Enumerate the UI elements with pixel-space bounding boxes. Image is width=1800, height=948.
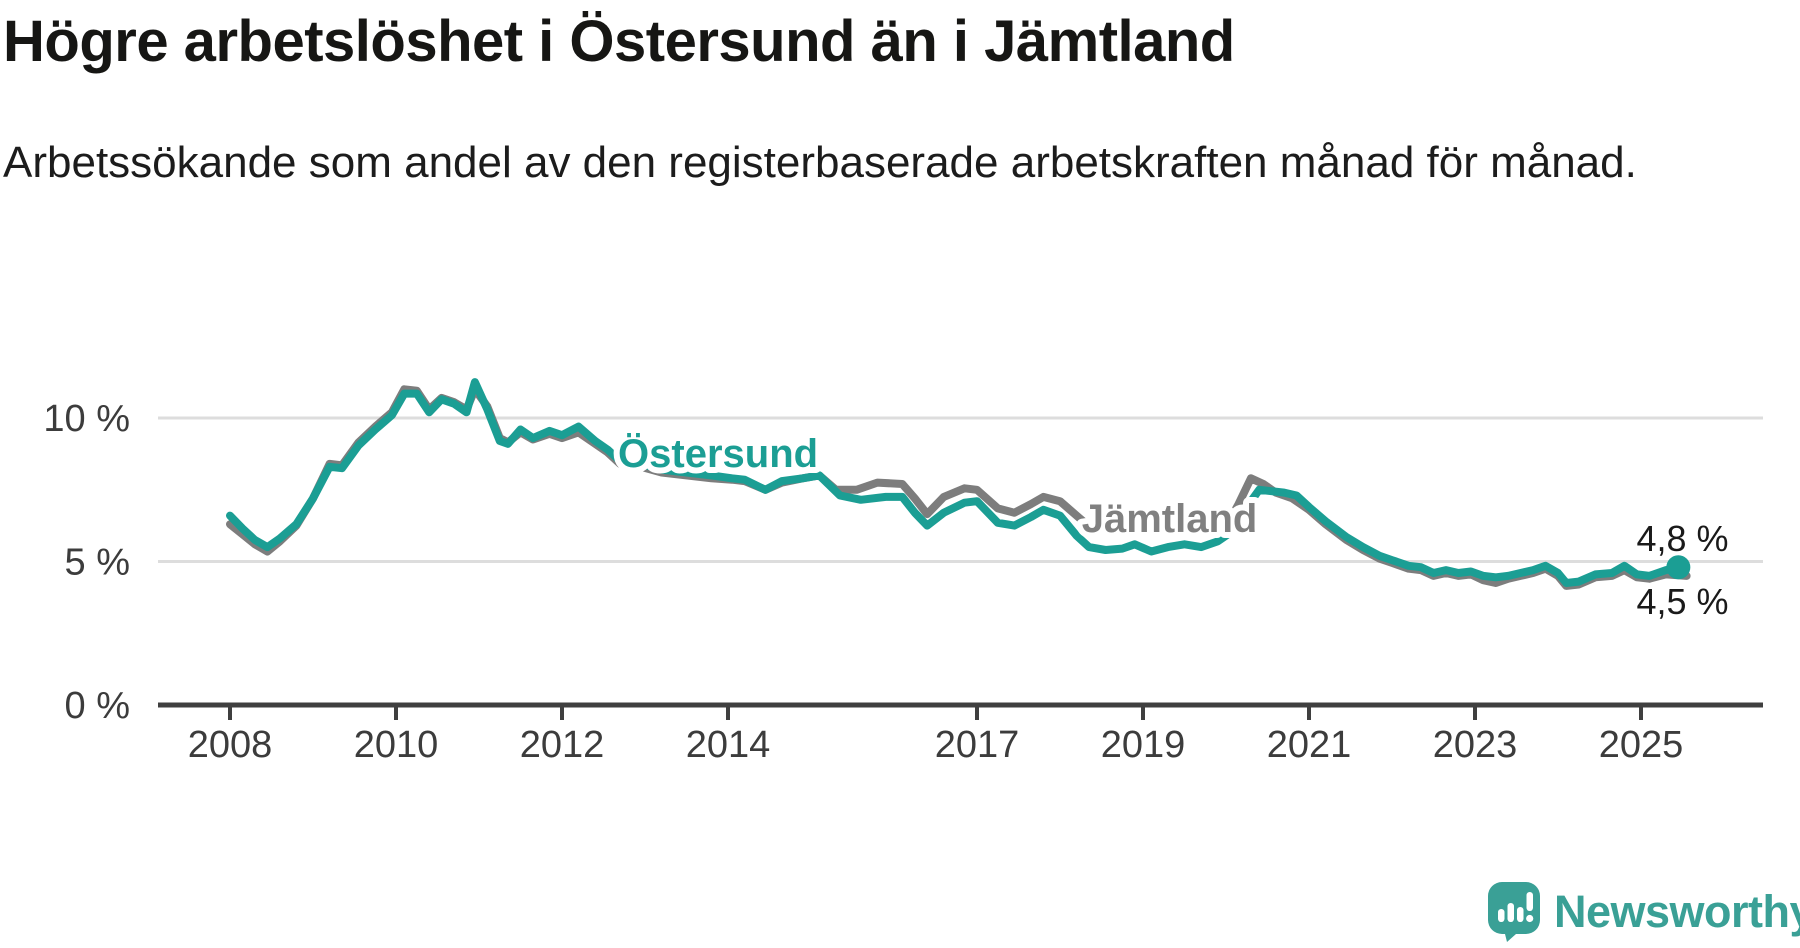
y-tick-label: 5 % (65, 542, 130, 584)
newsworthy-logo-icon (1488, 882, 1540, 942)
x-tick-label: 2019 (1101, 724, 1186, 766)
x-tick-label: 2023 (1433, 724, 1518, 766)
value-label: 4,8 % (1636, 518, 1728, 559)
newsworthy-logo-text: Newsworthy (1554, 886, 1800, 937)
series-line-stersund (226, 378, 1683, 587)
value-label: 4,5 % (1636, 581, 1728, 622)
y-tick-label: 0 % (65, 685, 130, 727)
x-tick-label: 2021 (1267, 724, 1352, 766)
series-label-jmtland: Jämtland (1082, 497, 1258, 541)
y-tick-label: 10 % (43, 398, 130, 440)
x-tick-label: 2017 (935, 724, 1020, 766)
x-tick-label: 2010 (354, 724, 439, 766)
chart-annotations: Östersund Jämtland 4,8 % 4,5 % (612, 425, 1729, 622)
newsworthy-logo[interactable]: Newsworthy (1488, 882, 1800, 942)
x-tick-label: 2014 (686, 724, 771, 766)
x-tick-label: 2025 (1599, 724, 1684, 766)
data-series (226, 378, 1691, 590)
gridlines: 0 % 5 % 10 % (43, 398, 1763, 727)
x-tick-label: 2008 (188, 724, 273, 766)
x-axis: 2008 2010 2012 2014 2017 2019 2021 2023 2025 (158, 702, 1763, 766)
series-label-stersund: Östersund (618, 431, 818, 476)
x-tick-label: 2012 (520, 724, 605, 766)
chart-subtitle: Arbetssökande som andel av den registerb… (3, 138, 1637, 187)
page-title: Högre arbetslöshet i Östersund än i Jämt… (3, 9, 1235, 74)
series-end-dot (1666, 555, 1691, 580)
